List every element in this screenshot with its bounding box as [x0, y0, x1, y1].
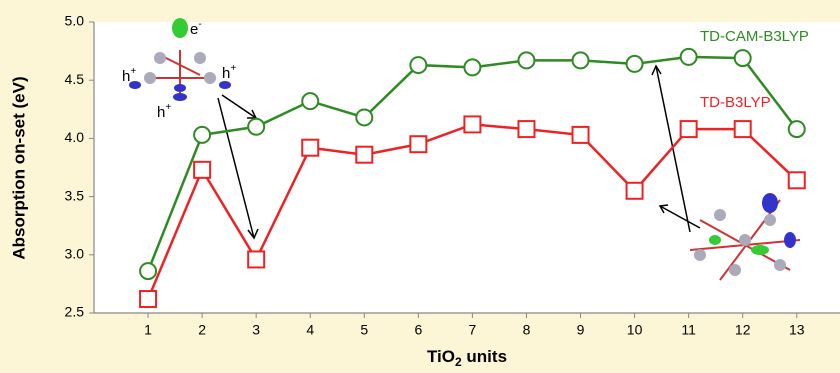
y-tick-label: 3.5	[65, 187, 85, 203]
x-tick-label: 1	[144, 322, 152, 338]
x-tick-label: 10	[627, 322, 643, 338]
marker	[518, 52, 534, 68]
marker	[194, 162, 210, 178]
x-tick-label: 7	[469, 322, 477, 338]
marker	[789, 172, 805, 188]
marker	[194, 127, 210, 143]
marker	[248, 251, 264, 267]
x-axis-title-rest: units	[462, 347, 507, 366]
y-axis-title: Absorption on-set (eV)	[9, 76, 28, 259]
x-axis-title: TiO2 units	[427, 347, 507, 369]
series-label: TD-CAM-B3LYP	[700, 28, 809, 45]
annotation-sup: +	[230, 63, 236, 74]
marker	[464, 59, 480, 75]
annotation-text: h	[122, 68, 130, 85]
series-label: TD-B3LYP	[700, 94, 771, 111]
annotation-text: h	[222, 65, 230, 82]
x-tick-label: 8	[523, 322, 531, 338]
x-tick-label: 9	[577, 322, 585, 338]
y-tick-label: 4.5	[65, 71, 85, 87]
x-tick-label: 2	[198, 322, 206, 338]
annotation-sup: -	[198, 19, 201, 30]
y-tick-label: 2.5	[65, 304, 85, 320]
marker	[627, 183, 643, 199]
marker	[681, 121, 697, 137]
marker	[627, 56, 643, 72]
y-tick-label: 3.0	[65, 246, 85, 262]
marker	[464, 116, 480, 132]
marker	[248, 119, 264, 135]
marker	[573, 52, 589, 68]
y-tick-label: 4.0	[65, 129, 85, 145]
marker	[356, 147, 372, 163]
marker	[735, 50, 751, 66]
marker	[789, 121, 805, 137]
y-tick-label: 5.0	[65, 13, 85, 29]
marker	[356, 109, 372, 125]
chart: Absorption on-set (eV) TiO2 units e- h+ …	[0, 0, 840, 373]
marker	[302, 93, 318, 109]
x-axis-title-main: TiO	[427, 347, 455, 366]
x-tick-label: 13	[789, 322, 805, 338]
marker	[140, 291, 156, 307]
annotation-text: e	[190, 21, 198, 38]
marker	[140, 263, 156, 279]
marker	[681, 49, 697, 65]
marker	[518, 121, 534, 137]
x-tick-label: 3	[252, 322, 260, 338]
x-tick-label: 12	[735, 322, 751, 338]
x-tick-label: 6	[414, 322, 422, 338]
x-tick-label: 4	[306, 322, 314, 338]
marker	[573, 127, 589, 143]
annotation-text: h	[157, 104, 165, 121]
marker	[302, 140, 318, 156]
marker	[410, 136, 426, 152]
x-tick-label: 5	[360, 322, 368, 338]
annotation-sup: +	[165, 102, 171, 113]
annotation-sup: +	[130, 66, 136, 77]
x-tick-label: 11	[681, 322, 696, 338]
marker	[735, 121, 751, 137]
marker	[410, 57, 426, 73]
